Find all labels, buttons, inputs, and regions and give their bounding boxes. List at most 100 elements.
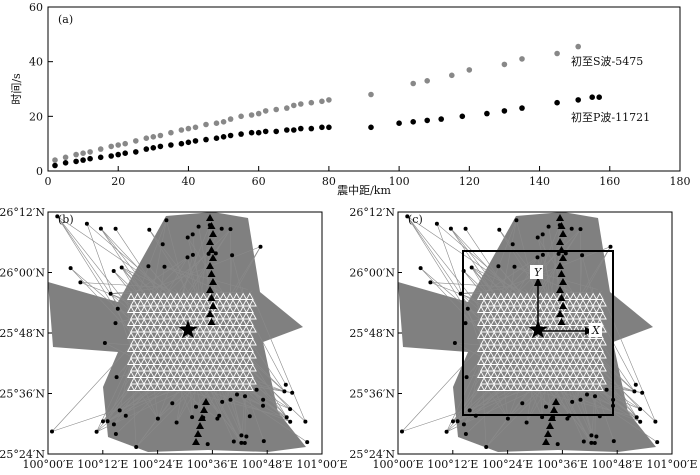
event-triangle xyxy=(199,331,208,339)
station-dot xyxy=(634,415,639,420)
event-triangle xyxy=(582,344,591,352)
event-triangle xyxy=(239,344,248,352)
station-dot xyxy=(162,264,167,269)
x-label-bg xyxy=(589,323,602,337)
event-triangle xyxy=(589,357,598,365)
event-triangle xyxy=(483,318,492,326)
event-triangle xyxy=(179,357,188,365)
event-triangle xyxy=(126,318,136,326)
station-dot xyxy=(305,440,310,445)
ray-path xyxy=(249,317,287,385)
event-triangle xyxy=(506,377,515,385)
p-wave-point xyxy=(227,132,234,139)
event-triangle xyxy=(506,364,515,372)
event-triangle xyxy=(516,370,525,378)
event-triangle xyxy=(156,351,165,359)
event-triangle xyxy=(159,370,169,378)
event-triangle xyxy=(235,312,244,320)
station-dot xyxy=(463,321,468,326)
event-triangle xyxy=(592,377,601,385)
station-dot xyxy=(563,251,568,256)
station-dot xyxy=(205,442,210,447)
event-triangle xyxy=(206,370,215,378)
station-dot xyxy=(134,445,139,449)
station-triangle xyxy=(192,438,200,445)
station-dot xyxy=(546,224,551,229)
x-tick-label: 140 xyxy=(529,175,550,188)
event-triangle xyxy=(129,325,139,333)
station-triangle xyxy=(556,214,564,221)
event-triangle xyxy=(149,325,158,333)
p-wave-point xyxy=(87,155,93,162)
event-triangle xyxy=(126,331,136,339)
event-triangle xyxy=(189,312,198,320)
event-triangle xyxy=(199,357,208,365)
event-triangle xyxy=(206,331,215,339)
station-dots xyxy=(400,214,660,449)
event-triangle xyxy=(483,383,492,391)
event-triangle xyxy=(239,383,248,391)
event-triangle xyxy=(242,325,251,333)
event-triangle xyxy=(215,377,224,385)
s-wave-point xyxy=(466,67,473,73)
event-triangle xyxy=(592,364,601,372)
event-triangle xyxy=(476,331,486,339)
station-dot xyxy=(535,255,540,260)
event-triangle xyxy=(169,377,178,385)
event-triangle xyxy=(149,312,158,320)
event-triangle xyxy=(222,377,231,385)
event-triangle xyxy=(582,370,591,378)
event-triangle xyxy=(133,292,142,300)
event-triangle xyxy=(215,325,224,333)
event-triangle xyxy=(585,351,594,359)
ray-path xyxy=(573,357,592,436)
station-triangle xyxy=(194,430,202,437)
event-triangle xyxy=(512,299,522,307)
station-dot xyxy=(213,251,218,256)
station-dot xyxy=(589,440,594,445)
station-dot xyxy=(638,419,643,424)
p-wave-point xyxy=(150,145,157,151)
event-triangle xyxy=(523,383,532,391)
ray-path xyxy=(430,282,514,288)
station-triangle xyxy=(207,270,216,277)
event-triangle xyxy=(199,318,208,326)
event-triangle xyxy=(552,338,561,346)
lon-tick-label: 100°48′E xyxy=(592,458,643,471)
event-triangle xyxy=(182,312,191,320)
event-triangle xyxy=(248,377,257,385)
event-triangle xyxy=(186,344,195,352)
ray-path xyxy=(218,382,308,443)
event-triangle xyxy=(129,351,139,359)
event-triangle xyxy=(232,383,241,391)
event-triangle xyxy=(509,370,519,378)
station-dot xyxy=(580,253,585,258)
event-triangle xyxy=(162,299,172,307)
p-wave-point xyxy=(501,108,508,114)
station-dot xyxy=(247,414,252,419)
event-triangle xyxy=(206,344,215,352)
lon-tick-label: 100°12′E xyxy=(427,458,478,471)
station-dot xyxy=(467,408,472,413)
event-triangle xyxy=(222,299,231,307)
event-triangle xyxy=(222,312,231,320)
ray-path xyxy=(452,348,507,422)
station-dot xyxy=(604,387,609,392)
event-triangle xyxy=(126,383,136,391)
station-triangle xyxy=(556,310,564,317)
event-triangle xyxy=(529,383,538,391)
station-dot xyxy=(555,442,560,447)
s-wave-point xyxy=(115,142,121,148)
station-dot xyxy=(405,214,410,219)
event-triangle xyxy=(499,312,508,320)
event-triangle xyxy=(235,325,244,333)
ray-path xyxy=(436,223,558,328)
station-dot xyxy=(444,429,449,434)
event-triangle xyxy=(490,344,499,352)
station-triangle xyxy=(559,278,567,285)
event-triangle xyxy=(166,344,175,352)
event-triangle xyxy=(532,351,541,359)
event-triangle xyxy=(575,331,585,339)
station-dot xyxy=(102,341,107,345)
event-triangle xyxy=(186,292,195,300)
